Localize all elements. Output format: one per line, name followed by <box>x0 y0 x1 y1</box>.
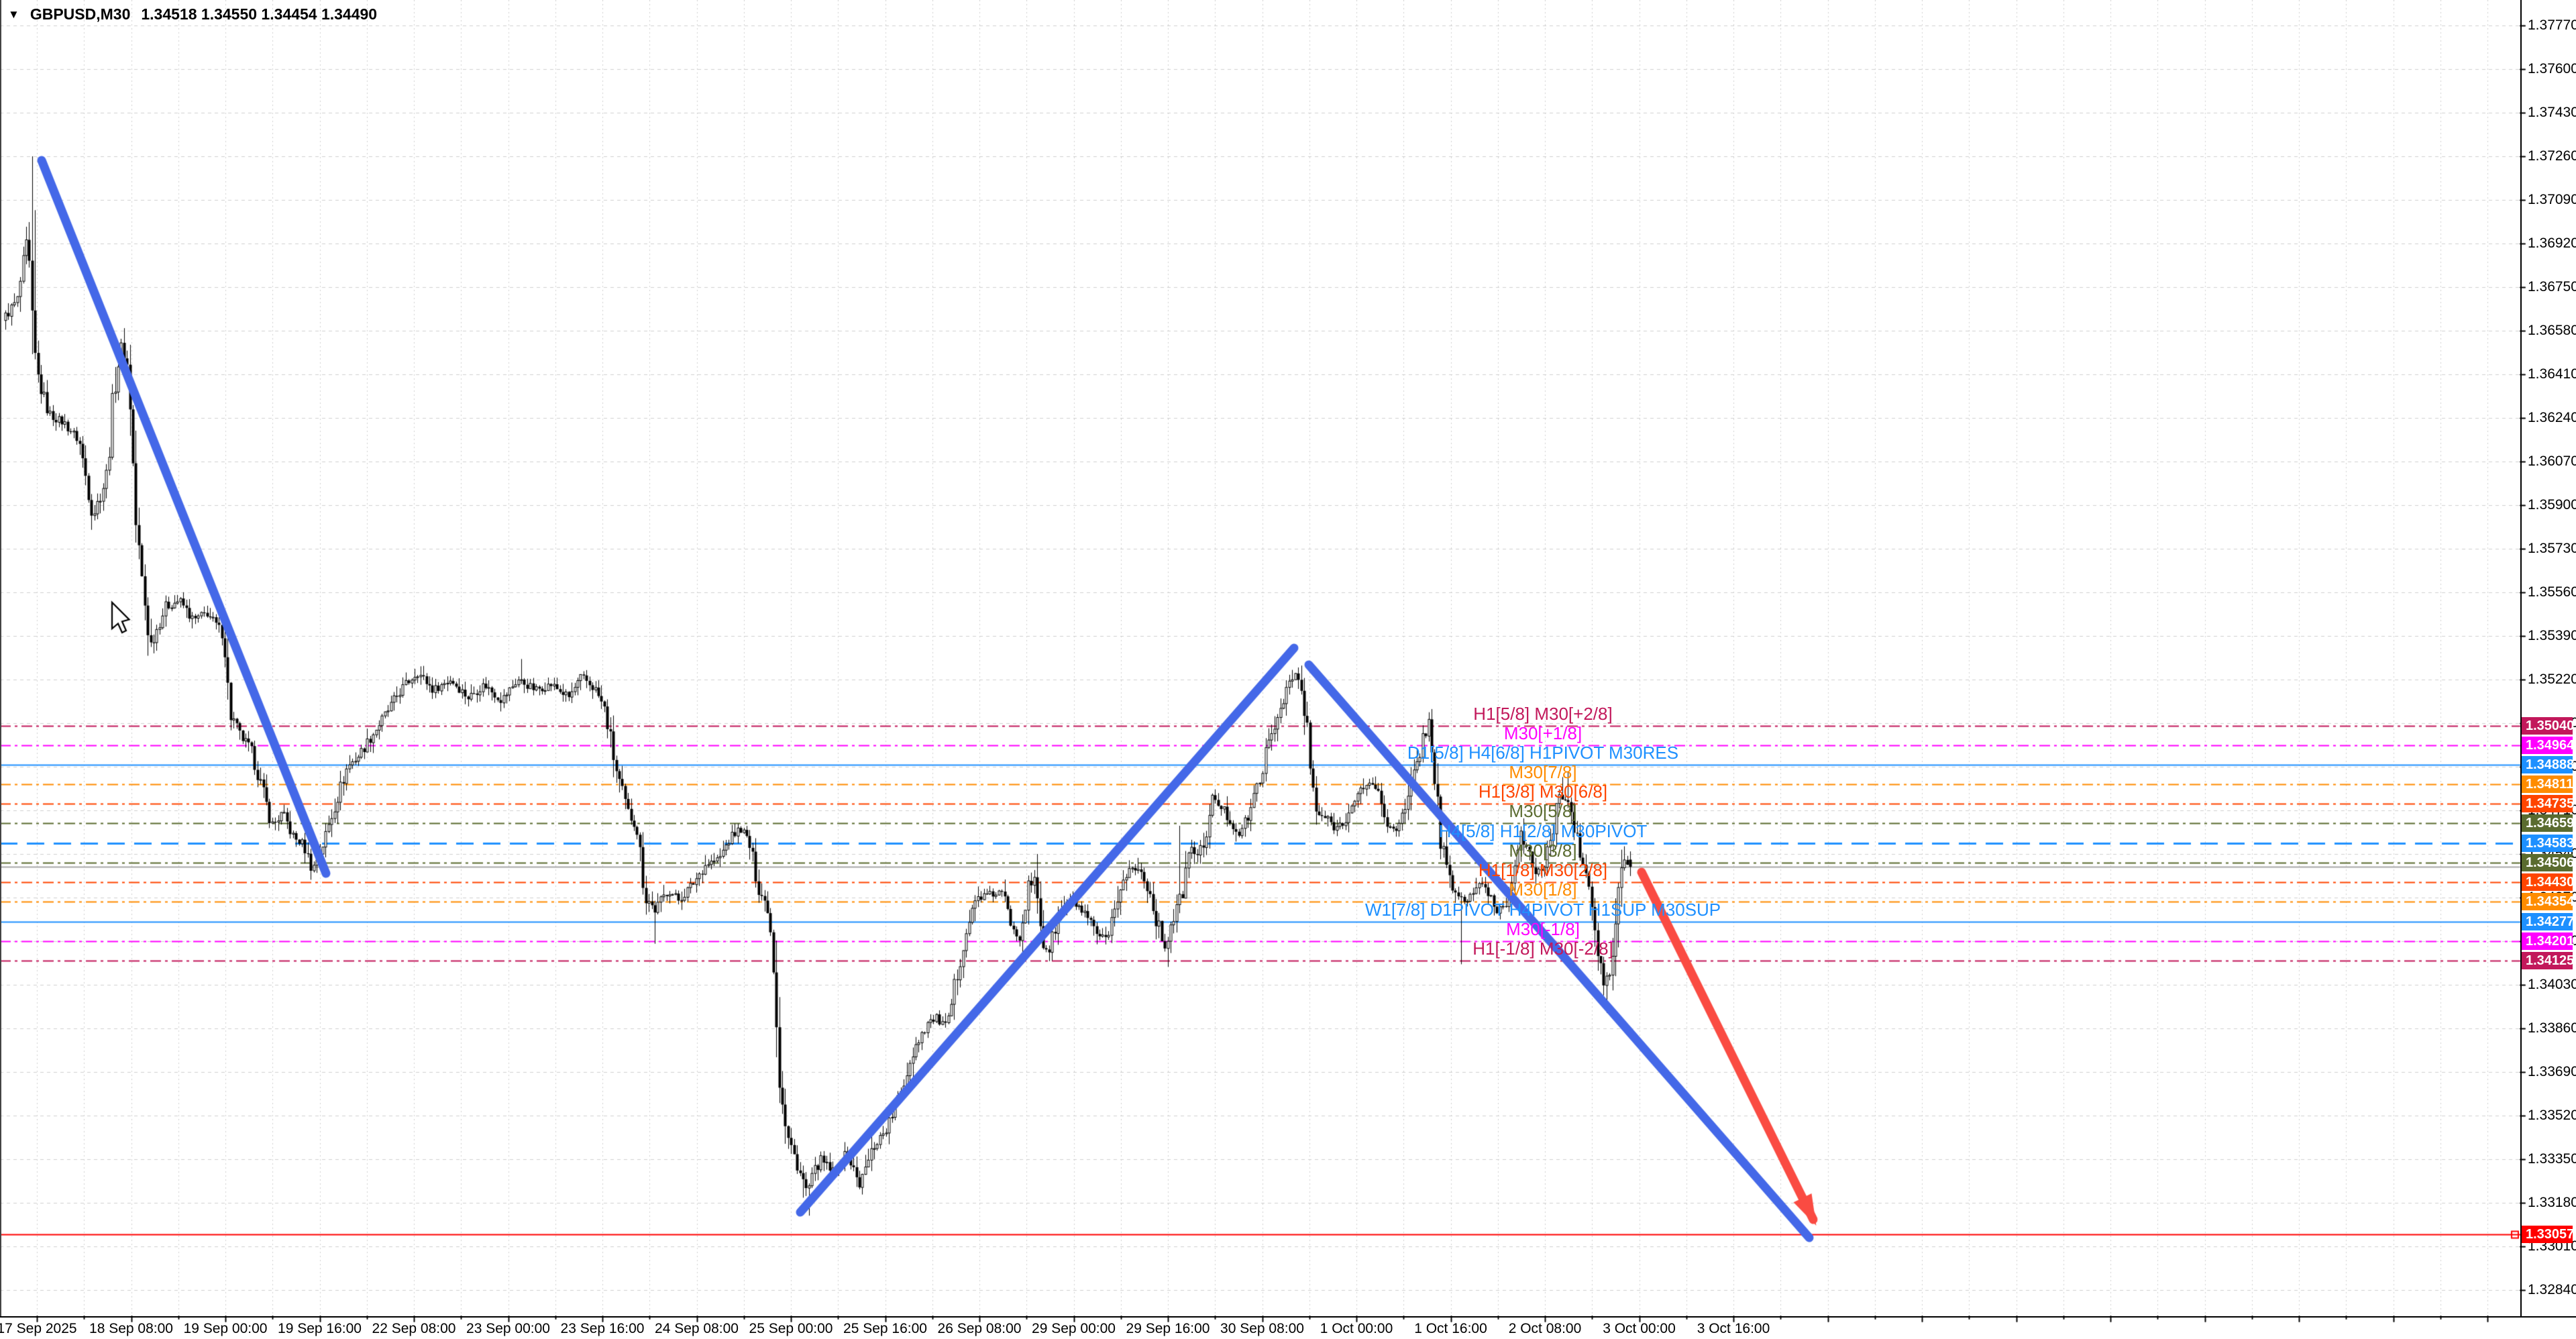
price-tick-label: 1.35390 <box>2528 627 2576 643</box>
price-tick-label: 1.32840 <box>2528 1282 2576 1297</box>
pivot-level-label: D1[5/8] H4[6/8] H1PIVOT M30RES <box>1407 742 1679 763</box>
price-tick-label: 1.33860 <box>2528 1020 2576 1036</box>
price-tick-label: 1.36240 <box>2528 409 2576 425</box>
time-tick-label: 25 Sep 00:00 <box>749 1321 833 1336</box>
time-tick-label: 3 Oct 16:00 <box>1697 1321 1770 1336</box>
time-tick-label: 23 Sep 00:00 <box>466 1321 550 1336</box>
price-level-axis-label: 1.35040 <box>2522 716 2574 735</box>
pivot-level-label: H1[3/8] M30[6/8] <box>1478 782 1608 802</box>
price-tick-label: 1.35900 <box>2528 496 2576 513</box>
pivot-level-label: W1[7/8] D1PIVOT H4PIVOT H1SUP M30SUP <box>1364 899 1721 920</box>
price-level-axis-label: 1.34201 <box>2522 932 2574 950</box>
pivot-level-label: H4[5/8] H1[2/8] M30PIVOT <box>1438 820 1648 841</box>
symbol-dropdown-icon[interactable]: ▼ <box>8 8 19 21</box>
pivot-level-label: H1[5/8] M30[+2/8] <box>1473 703 1613 724</box>
time-tick-label: 18 Sep 08:00 <box>89 1321 173 1336</box>
pivot-level-label: M30[-1/8] <box>1506 918 1580 939</box>
price-tick-label: 1.36070 <box>2528 453 2576 469</box>
time-tick-label: 30 Sep 08:00 <box>1220 1321 1304 1336</box>
time-tick-label: 22 Sep 08:00 <box>372 1321 456 1336</box>
time-tick-label: 29 Sep 16:00 <box>1126 1321 1210 1336</box>
price-tick-label: 1.37430 <box>2528 104 2576 120</box>
price-tick-label: 1.36750 <box>2528 278 2576 294</box>
pivot-level-label: H1[1/8] M30[2/8] <box>1478 860 1608 881</box>
price-level-axis-label: 1.34888 <box>2522 755 2574 773</box>
pivot-level-label: H1[-1/8] M30[-2/8] <box>1472 938 1613 959</box>
price-tick-label: 1.35560 <box>2528 584 2576 600</box>
price-tick-label: 1.36920 <box>2528 235 2576 251</box>
time-tick-label: 3 Oct 00:00 <box>1603 1321 1676 1336</box>
price-level-axis-label: 1.34506 <box>2522 853 2574 871</box>
time-tick-label: 1 Oct 16:00 <box>1414 1321 1487 1336</box>
time-tick-label: 19 Sep 16:00 <box>278 1321 362 1336</box>
pivot-level-label: M30[3/8] <box>1509 840 1577 861</box>
chart-symbol-timeframe: GBPUSD,M30 <box>30 5 131 23</box>
price-tick-label: 1.33180 <box>2528 1195 2576 1210</box>
price-axis-separator <box>2520 0 2522 1316</box>
price-level-axis-label: 1.34659 <box>2522 814 2574 833</box>
chart-title-bar: ▼ GBPUSD,M30 1.34518 1.34550 1.34454 1.3… <box>8 5 377 23</box>
price-tick-label: 1.37260 <box>2528 148 2576 164</box>
price-tick-label: 1.34030 <box>2528 976 2576 992</box>
price-level-axis-label: 1.34964 <box>2522 736 2574 754</box>
pivot-level-label: M30[+1/8] <box>1503 722 1582 743</box>
price-tick-label: 1.37770 <box>2528 17 2576 33</box>
time-tick-label: 24 Sep 08:00 <box>655 1321 739 1336</box>
price-tick-label: 1.35220 <box>2528 671 2576 687</box>
price-tick-label: 1.33690 <box>2528 1063 2576 1079</box>
time-tick-label: 19 Sep 00:00 <box>183 1321 268 1336</box>
time-tick-label: 1 Oct 00:00 <box>1320 1321 1393 1336</box>
price-level-axis-label: 1.34811 <box>2522 775 2573 794</box>
pivot-level-label: M30[7/8] <box>1509 762 1577 783</box>
price-level-axis-label: 1.34583 <box>2522 834 2574 852</box>
price-level-axis-label: 1.34430 <box>2522 873 2574 892</box>
time-tick-label: 25 Sep 16:00 <box>843 1321 927 1336</box>
price-level-axis-label: 1.34125 <box>2522 951 2574 969</box>
time-tick-label: 23 Sep 16:00 <box>560 1321 645 1336</box>
price-tick-label: 1.33520 <box>2528 1107 2576 1123</box>
price-level-axis-label: 1.34735 <box>2522 795 2574 813</box>
price-tick-label: 1.36580 <box>2528 322 2576 338</box>
price-level-axis-label: 1.34354 <box>2522 893 2574 911</box>
price-tick-label: 1.36410 <box>2528 366 2576 382</box>
price-tick-label: 1.37090 <box>2528 191 2576 207</box>
time-tick-label: 2 Oct 08:00 <box>1508 1321 1582 1336</box>
price-tick-label: 1.35730 <box>2528 540 2576 556</box>
pivot-level-label: M30[1/8] <box>1509 879 1577 900</box>
time-tick-label: 29 Sep 00:00 <box>1032 1321 1116 1336</box>
time-tick-label: 26 Sep 08:00 <box>937 1321 1022 1336</box>
chart-left-frame <box>0 0 1 1316</box>
chart-ohlc-quote: 1.34518 1.34550 1.34454 1.34490 <box>141 5 378 23</box>
price-level-axis-label: 1.34277 <box>2522 912 2574 930</box>
price-level-axis-label: 1.33057 <box>2522 1226 2574 1244</box>
time-tick-label: 17 Sep 2025 <box>0 1321 77 1336</box>
pivot-level-label: M30[5/8] <box>1509 801 1577 822</box>
price-tick-label: 1.33350 <box>2528 1150 2576 1167</box>
time-axis-separator <box>0 1316 2576 1318</box>
price-tick-label: 1.37600 <box>2528 60 2576 76</box>
